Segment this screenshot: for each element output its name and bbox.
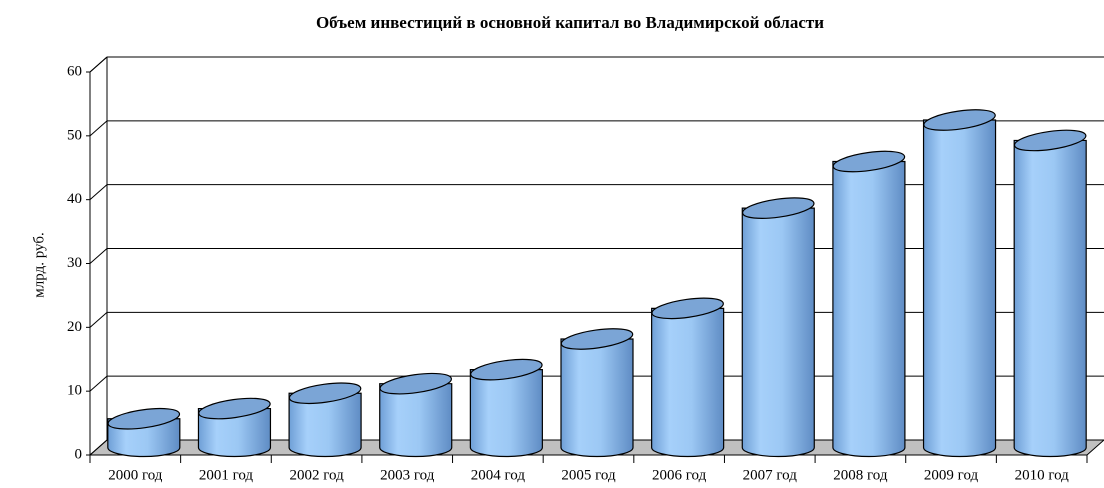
x-tick-label: 2004 год xyxy=(471,467,526,483)
cylinder-top xyxy=(742,197,815,219)
y-tick-label: 60 xyxy=(67,63,82,79)
y-tick-label: 0 xyxy=(75,446,83,462)
cylinder-body xyxy=(1013,139,1087,458)
cylinder-top xyxy=(379,372,452,395)
y-tick-label: 50 xyxy=(67,127,82,143)
x-tick-label: 2009 год xyxy=(924,467,979,483)
cylinder-body xyxy=(560,338,634,458)
cylinder-body xyxy=(651,307,725,458)
cylinder-body xyxy=(379,383,453,458)
cylinder-top xyxy=(651,297,724,320)
cylinder-body xyxy=(288,392,362,458)
x-tick-label: 2010 год xyxy=(1015,467,1070,483)
cylinder-body xyxy=(922,119,997,458)
cylinder-top xyxy=(470,358,543,381)
x-tick-label: 2003 год xyxy=(380,467,435,483)
x-tick-label: 2006 год xyxy=(652,467,707,483)
x-tick-label: 2007 год xyxy=(743,467,798,483)
grid-line xyxy=(89,56,108,73)
grid-line xyxy=(89,120,108,137)
cylinder-body xyxy=(469,369,543,458)
y-axis-label: млрд. руб. xyxy=(31,232,47,297)
cylinder-body xyxy=(832,160,906,458)
x-tick-label: 2008 год xyxy=(833,467,888,483)
cylinder-top xyxy=(832,150,906,173)
grid-line xyxy=(89,311,108,328)
y-tick-label: 10 xyxy=(67,383,82,399)
cylinder-top xyxy=(923,109,996,131)
x-tick-label: 2005 год xyxy=(561,467,616,483)
grid-line xyxy=(89,184,108,201)
cylinder-top xyxy=(560,328,634,350)
cylinder-top xyxy=(198,397,271,420)
y-tick-label: 40 xyxy=(67,191,82,207)
grid-line xyxy=(89,439,108,456)
cylinder-top xyxy=(288,382,362,405)
x-tick-label: 2002 год xyxy=(289,467,344,483)
cylinder-body xyxy=(197,407,272,458)
y-tick-label: 30 xyxy=(67,255,82,271)
cylinder-top xyxy=(1013,129,1087,152)
grid-line xyxy=(89,248,108,264)
chart-title: Объем инвестиций в основной капитал во В… xyxy=(316,13,824,32)
y-tick-label: 20 xyxy=(67,319,82,335)
grid-line xyxy=(89,375,108,392)
x-tick-label: 2001 год xyxy=(199,467,254,483)
cylinder-body xyxy=(741,207,815,458)
x-tick-label: 2000 год xyxy=(108,467,163,483)
cylinder-top xyxy=(107,407,181,430)
